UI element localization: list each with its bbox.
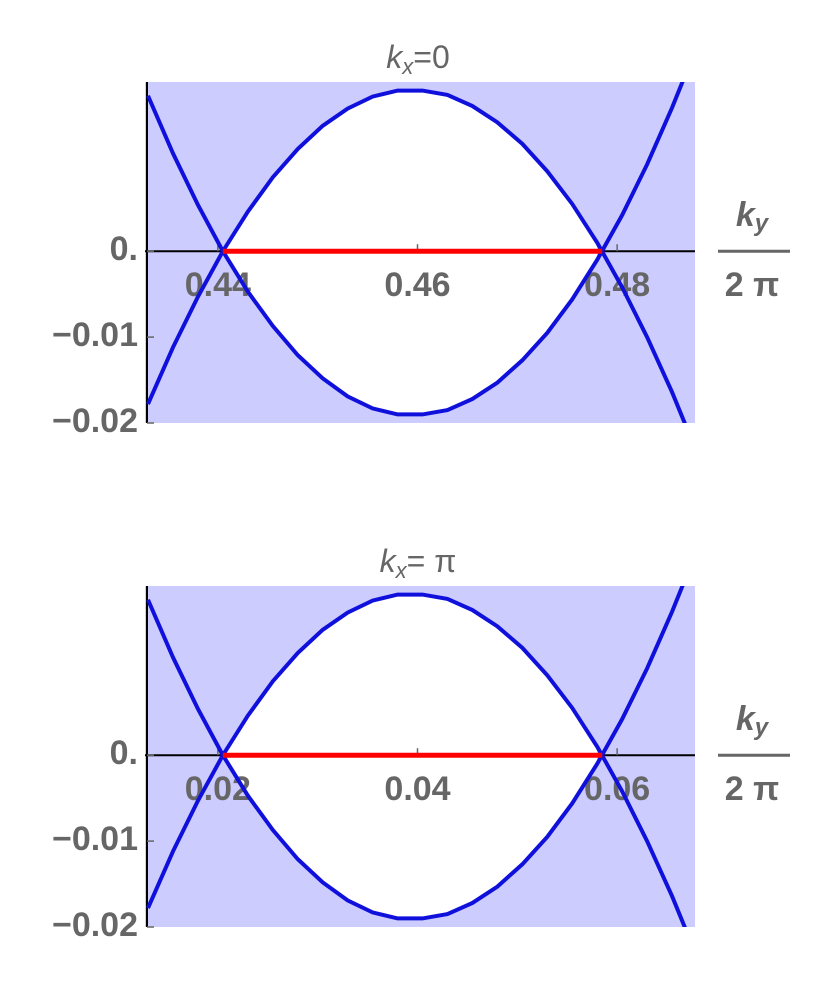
curve [146, 82, 685, 417]
x-tick-label: 0.02 [185, 770, 251, 808]
chart-title: kx=0 [386, 39, 449, 78]
x-tick-label: 0.06 [584, 770, 650, 808]
y-tick-label: −0.01 [52, 820, 138, 858]
x-label-sub: y [754, 715, 770, 742]
x-label-den: 2 π [725, 770, 779, 808]
title-rest: = π [407, 543, 457, 579]
title-rest: =0 [413, 39, 449, 75]
x-tick-label: 0.04 [384, 770, 450, 808]
y-tick-label: −0.02 [52, 906, 138, 944]
chart-title: kx= π [380, 543, 457, 582]
x-label-sub: y [754, 211, 770, 238]
x-tick-label: 0.46 [384, 266, 450, 304]
title-sub: x [395, 558, 408, 583]
x-tick-label: 0.44 [185, 266, 251, 304]
y-tick-label: −0.02 [52, 402, 138, 440]
curve [146, 592, 687, 927]
x-tick-label: 0.48 [584, 266, 650, 304]
y-tick-label: 0. [110, 734, 138, 772]
y-tick-label: 0. [110, 230, 138, 268]
x-label-k: k [736, 196, 757, 234]
curve [146, 88, 687, 423]
x-label-den: 2 π [725, 266, 779, 304]
title-sub: x [401, 54, 414, 79]
x-label-num: ky [736, 700, 770, 741]
title-k: k [386, 39, 404, 75]
y-tick-label: −0.01 [52, 316, 138, 354]
title-k: k [380, 543, 398, 579]
curve [146, 586, 685, 921]
x-label-num: ky [736, 196, 770, 237]
x-label-k: k [736, 700, 757, 738]
